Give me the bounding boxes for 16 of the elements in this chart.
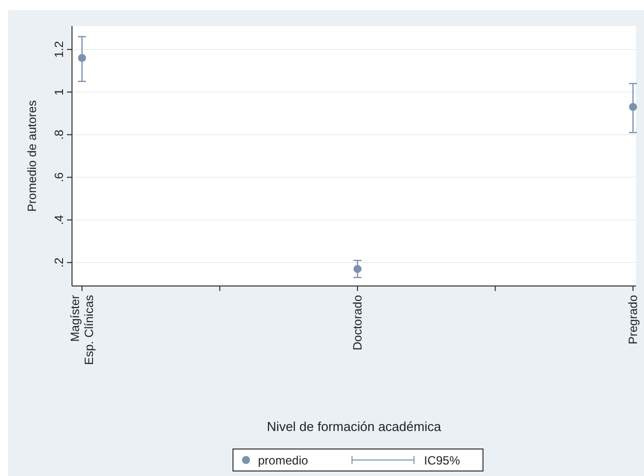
x-tick-label: Magíster Esp. Clínicas <box>68 295 96 366</box>
x-tick-label: Pregrado <box>626 294 640 344</box>
x-tick-label: Doctorado <box>350 294 364 350</box>
y-tick-label: 1 <box>52 88 66 96</box>
y-tick-label: 1.2 <box>52 40 66 58</box>
point <box>78 54 86 62</box>
text: IC95% <box>424 454 460 468</box>
point <box>629 102 637 111</box>
point <box>354 264 362 273</box>
y-tick-label: .6 <box>52 172 66 182</box>
x-axis-title: Nivel de formación académica <box>266 419 442 434</box>
y-tick-label: .4 <box>52 214 66 225</box>
y-axis-title: Promedio de autores <box>25 100 39 212</box>
y-tick-label: .8 <box>52 129 66 140</box>
y-tick-label: .2 <box>52 257 66 268</box>
legend-label: promedio <box>258 454 308 468</box>
